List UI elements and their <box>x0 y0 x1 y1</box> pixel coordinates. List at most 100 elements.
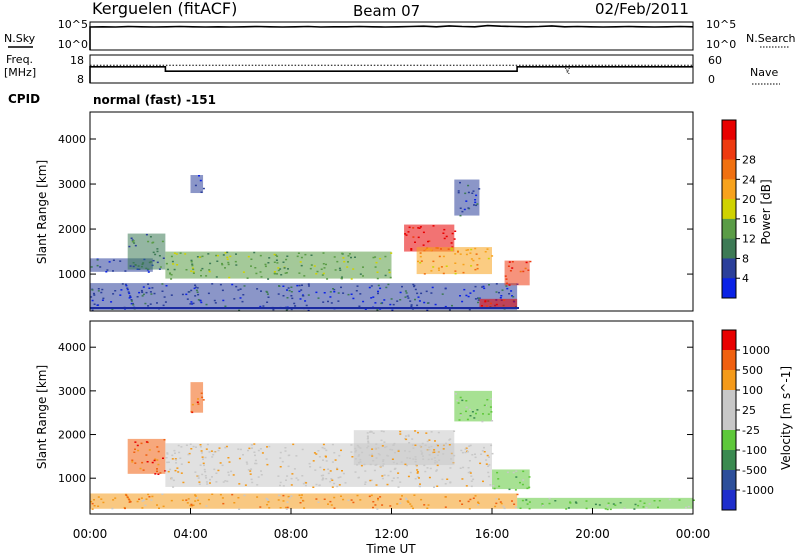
echo-cell <box>366 438 369 440</box>
echo-cell <box>498 498 500 500</box>
echo-cell <box>189 504 192 507</box>
echo-cell <box>503 299 506 301</box>
echo-cell <box>171 454 174 457</box>
echo-cell <box>260 474 263 476</box>
echo-cell <box>137 265 140 267</box>
echo-cell <box>169 273 172 275</box>
echo-cell <box>309 267 312 270</box>
echo-cell <box>399 498 402 500</box>
echo-cell <box>463 288 466 291</box>
echo-cell <box>137 449 140 452</box>
echo-cell <box>437 431 440 434</box>
echo-cell <box>147 283 150 285</box>
echo-cell <box>141 291 144 293</box>
colorbar-tick-label: -25 <box>742 424 760 437</box>
echo-cell <box>169 468 172 471</box>
echo-cell <box>327 503 329 505</box>
echo-cell <box>341 470 343 472</box>
echo-cell <box>323 267 326 269</box>
echo-cell <box>474 199 477 201</box>
echo-cell <box>415 464 418 467</box>
echo-cell <box>512 296 515 298</box>
echo-cell <box>145 441 148 443</box>
echo-cell <box>434 462 437 464</box>
echo-cell <box>315 498 318 500</box>
echo-cell <box>239 288 242 290</box>
xaxis-tick-label: 16:00 <box>475 527 510 541</box>
echo-cell <box>438 269 440 271</box>
echo-cell <box>404 296 407 298</box>
echo-cell <box>331 479 334 481</box>
echo-cell <box>420 292 423 295</box>
echo-cell <box>273 261 276 263</box>
echo-cell <box>194 494 197 496</box>
echo-cell <box>131 461 134 463</box>
echo-cell <box>575 502 578 504</box>
echo-region <box>517 497 693 509</box>
echo-cell <box>325 456 327 458</box>
echo-cell <box>492 485 495 487</box>
power-frame <box>89 111 694 312</box>
echo-cell <box>477 502 480 505</box>
echo-cell <box>350 444 353 446</box>
echo-cell <box>416 292 419 295</box>
echo-cell <box>515 470 518 472</box>
echo-cell <box>487 465 490 467</box>
echo-cell <box>250 258 253 260</box>
echo-cell <box>315 273 318 275</box>
echo-cell <box>426 247 429 249</box>
echo-cell <box>454 270 457 272</box>
echo-cell <box>93 292 95 295</box>
echo-cell <box>491 420 494 422</box>
echo-cell <box>475 194 478 197</box>
echo-cell <box>249 473 252 475</box>
echo-cell <box>194 286 197 288</box>
echo-cell <box>279 507 282 509</box>
echo-cell <box>404 290 407 292</box>
echo-cell <box>286 501 289 503</box>
echo-cell <box>542 504 544 507</box>
echo-cell <box>366 432 369 434</box>
echo-cell <box>569 502 572 504</box>
yaxis-tick-label: 3000 <box>58 385 86 398</box>
echo-cell <box>304 300 307 302</box>
echo-cell <box>497 478 500 480</box>
echo-cell <box>261 452 264 454</box>
echo-cell <box>253 443 256 445</box>
echo-cell <box>609 508 612 511</box>
echo-cell <box>419 255 422 258</box>
echo-cell <box>140 289 143 292</box>
echo-cell <box>645 507 648 509</box>
echo-cell <box>157 450 160 453</box>
echo-cell <box>190 448 193 450</box>
echo-cell <box>443 228 446 231</box>
echo-cell <box>474 456 477 459</box>
echo-cell <box>224 252 227 254</box>
freq-tick-bottom: 8 <box>77 73 84 86</box>
echo-cell <box>389 303 392 306</box>
echo-cell <box>434 440 436 442</box>
echo-cell <box>598 504 601 506</box>
echo-cell <box>355 290 358 292</box>
echo-cell <box>634 503 637 506</box>
echo-cell <box>462 271 465 274</box>
echo-cell <box>307 294 310 296</box>
echo-cell <box>499 501 502 503</box>
colorbar-tick-label: -1000 <box>742 484 774 497</box>
echo-cell <box>417 296 420 298</box>
echo-cell <box>470 248 473 251</box>
echo-cell <box>363 463 366 466</box>
echo-cell <box>249 470 252 472</box>
echo-cell <box>462 466 465 469</box>
echo-cell <box>266 499 269 501</box>
echo-cell <box>476 264 479 266</box>
echo-cell <box>382 463 385 465</box>
echo-cell <box>180 472 183 474</box>
echo-cell <box>290 291 293 293</box>
echo-cell <box>200 392 203 394</box>
echo-cell <box>227 474 230 476</box>
echo-cell <box>285 479 287 481</box>
echo-cell <box>235 285 238 288</box>
echo-cell <box>156 302 158 304</box>
echo-cell <box>332 288 334 290</box>
